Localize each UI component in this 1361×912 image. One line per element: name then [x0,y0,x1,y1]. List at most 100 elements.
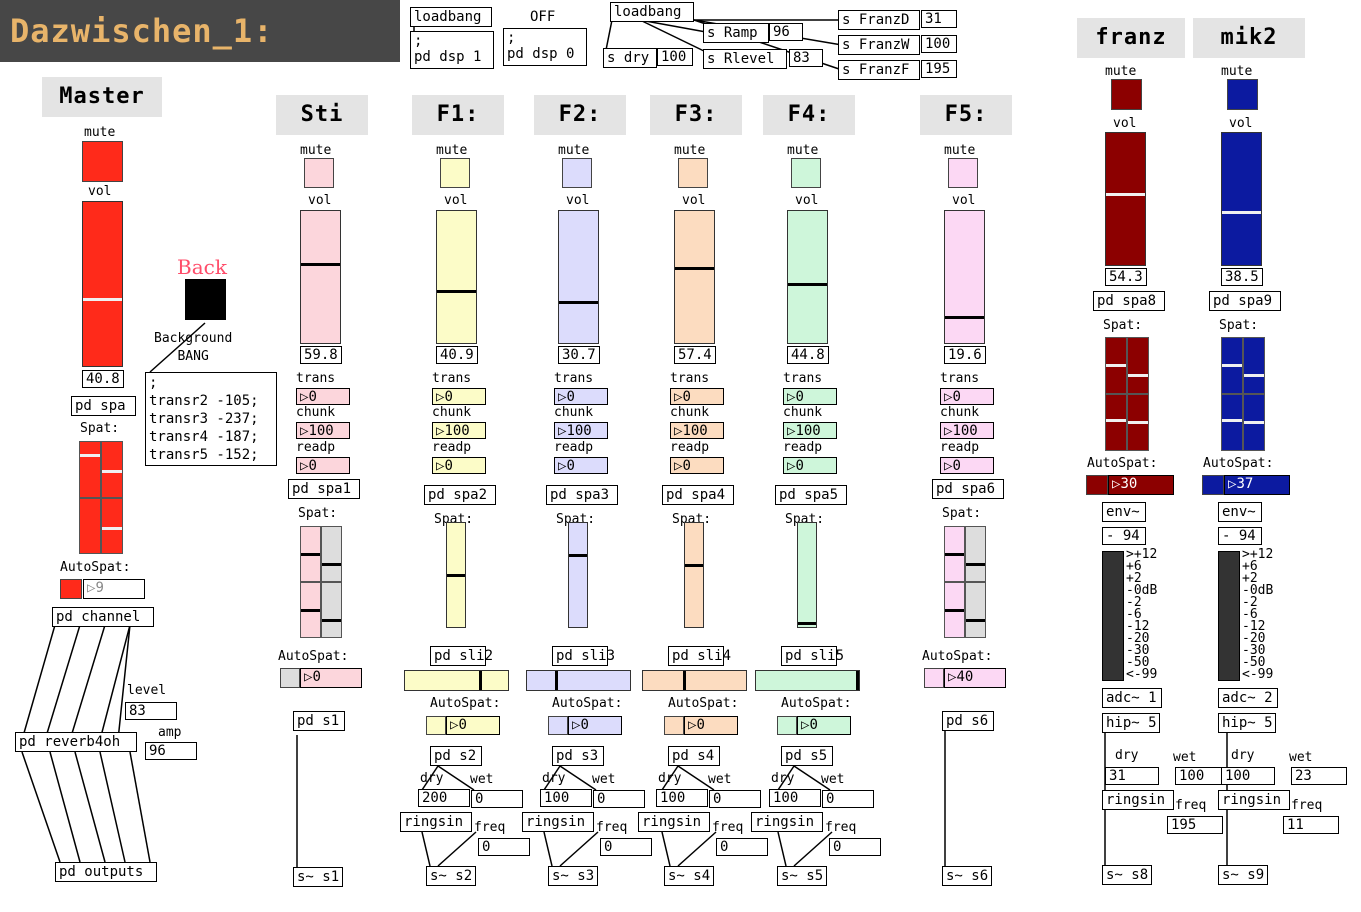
master-mute-toggle[interactable] [82,141,123,182]
pd-outputs-object[interactable]: pd outputs [55,862,157,882]
ch4-freq-number[interactable]: 0 [716,838,768,856]
master-pd-spa[interactable]: pd spa [71,396,136,416]
ch4-send-object[interactable]: s~ s4 [664,866,714,886]
amp-number[interactable]: 96 [145,742,197,760]
ch5-autospat-number[interactable]: ▷0 [797,716,851,735]
mic1-env-object[interactable]: env~ [1102,502,1146,522]
ch5-horizontal-slider[interactable] [755,670,860,691]
mic1-spat-grid[interactable] [1105,337,1149,451]
ch3-autospat-toggle[interactable] [548,716,568,735]
ch4-spat-slider[interactable] [684,522,704,628]
ch1-send-object[interactable]: s~ s1 [293,867,343,887]
ch3-spat-slider[interactable] [568,522,588,628]
ch6-readp-number[interactable]: ▷0 [940,457,994,474]
mic1-pd-spa[interactable]: pd spa8 [1093,291,1165,311]
ch5-pd-spa[interactable]: pd spa5 [775,485,847,505]
ch6-autospat-number[interactable]: ▷40 [944,668,1006,688]
franzf-number[interactable]: 195 [921,60,957,78]
mic2-autospat-toggle[interactable] [1202,475,1224,495]
ch5-pd-sli[interactable]: pd sli5 [781,646,844,666]
ch1-pd-s[interactable]: pd s1 [293,711,345,731]
ch2-pd-sli[interactable]: pd sli2 [430,646,493,666]
ch5-freq-number[interactable]: 0 [829,838,881,856]
ch5-vol-number[interactable]: 44.8 [787,346,829,364]
mic1-freq-number[interactable]: 195 [1167,816,1223,834]
mic2-wet-number[interactable]: 23 [1291,767,1347,785]
ch3-trans-number[interactable]: ▷0 [554,388,608,405]
ch3-pd-s[interactable]: pd s3 [552,746,604,766]
ch2-vol-number[interactable]: 40.9 [436,346,478,364]
ch4-pd-s[interactable]: pd s4 [668,746,720,766]
ch3-pd-spa[interactable]: pd spa3 [546,485,618,505]
background-bang[interactable] [185,279,226,320]
mic1-dry-number[interactable]: 31 [1105,767,1159,785]
mic2-freq-number[interactable]: 11 [1283,816,1339,834]
ch1-autospat-number[interactable]: ▷0 [300,668,362,688]
ch4-vol-number[interactable]: 57.4 [674,346,716,364]
ch6-trans-number[interactable]: ▷0 [940,388,994,405]
mic1-autospat-toggle[interactable] [1086,475,1108,495]
mic1-autospat-number[interactable]: ▷30 [1108,475,1174,495]
ch2-readp-number[interactable]: ▷0 [432,457,486,474]
ch6-vol-number[interactable]: 19.6 [944,346,986,364]
ch2-spat-slider[interactable] [446,522,466,628]
mic2-mute-toggle[interactable] [1227,79,1258,110]
mic2-vol-number[interactable]: 38.5 [1221,268,1263,286]
ch2-horizontal-slider[interactable] [404,670,509,691]
mic1-hip-object[interactable]: hip~ 5 [1102,713,1160,733]
ch3-send-object[interactable]: s~ s3 [548,866,598,886]
ch5-mute-toggle[interactable] [791,158,821,188]
ch4-trans-number[interactable]: ▷0 [670,388,724,405]
ch6-send-object[interactable]: s~ s6 [942,866,992,886]
ch6-mute-toggle[interactable] [948,158,978,188]
mic1-env-number[interactable]: - 94 [1102,527,1146,545]
ch2-volume-slider[interactable] [436,210,477,344]
ch3-volume-slider[interactable] [558,210,599,344]
master-autospat-number[interactable]: ▷9 [83,579,145,599]
ch1-autospat-toggle[interactable] [280,668,300,688]
mic1-wet-number[interactable]: 100 [1175,767,1231,785]
pd-channel-object[interactable]: pd channel [52,607,154,627]
ch6-pd-spa[interactable]: pd spa6 [932,479,1004,499]
ch4-ringsin-object[interactable]: ringsin [638,812,710,832]
franzw-number[interactable]: 100 [921,35,957,53]
ch4-autospat-toggle[interactable] [664,716,684,735]
ch6-volume-slider[interactable] [944,210,985,344]
dsp-off-message[interactable]: ; pd dsp 0 [503,28,587,66]
ch2-autospat-number[interactable]: ▷0 [446,716,500,735]
ch4-pd-sli[interactable]: pd sli4 [668,646,731,666]
ch2-pd-s[interactable]: pd s2 [430,746,482,766]
ch6-autospat-toggle[interactable] [924,668,944,688]
ch2-mute-toggle[interactable] [440,158,470,188]
dry-number[interactable]: 100 [657,48,693,66]
ch4-dry-number[interactable]: 100 [656,789,708,807]
ch5-chunk-number[interactable]: ▷100 [783,422,837,439]
ch3-vol-number[interactable]: 30.7 [558,346,600,364]
mic1-adc-object[interactable]: adc~ 1 [1102,688,1162,708]
ch5-autospat-toggle[interactable] [777,716,797,735]
ch6-spat-grid[interactable] [944,526,986,638]
mic1-volume-slider[interactable] [1105,132,1146,266]
ch1-chunk-number[interactable]: ▷100 [296,422,350,439]
franzd-number[interactable]: 31 [921,10,957,28]
mic2-spat-grid[interactable] [1221,337,1265,451]
master-spat-grid[interactable] [79,441,124,554]
ch5-volume-slider[interactable] [787,210,828,344]
ch4-pd-spa[interactable]: pd spa4 [662,485,734,505]
ch3-wet-number[interactable]: 0 [593,790,645,808]
ch5-ringsin-object[interactable]: ringsin [751,812,823,832]
transr-message[interactable]: ; transr2 -105; transr3 -237; transr4 -1… [145,372,277,466]
ch4-volume-slider[interactable] [674,210,715,344]
ch2-ringsin-object[interactable]: ringsin [400,812,472,832]
ch5-readp-number[interactable]: ▷0 [783,457,837,474]
dsp-on-message[interactable]: ; pd dsp 1 [410,31,494,69]
mic2-env-number[interactable]: - 94 [1218,527,1262,545]
ch4-horizontal-slider[interactable] [642,670,747,691]
ch1-spat-grid[interactable] [300,526,342,638]
ch3-readp-number[interactable]: ▷0 [554,457,608,474]
mic2-ringsin-object[interactable]: ringsin [1218,790,1290,810]
master-vol-number[interactable]: 40.8 [82,370,124,388]
ch3-dry-number[interactable]: 100 [540,789,592,807]
mic2-pd-spa[interactable]: pd spa9 [1209,291,1281,311]
ch2-send-object[interactable]: s~ s2 [426,866,476,886]
